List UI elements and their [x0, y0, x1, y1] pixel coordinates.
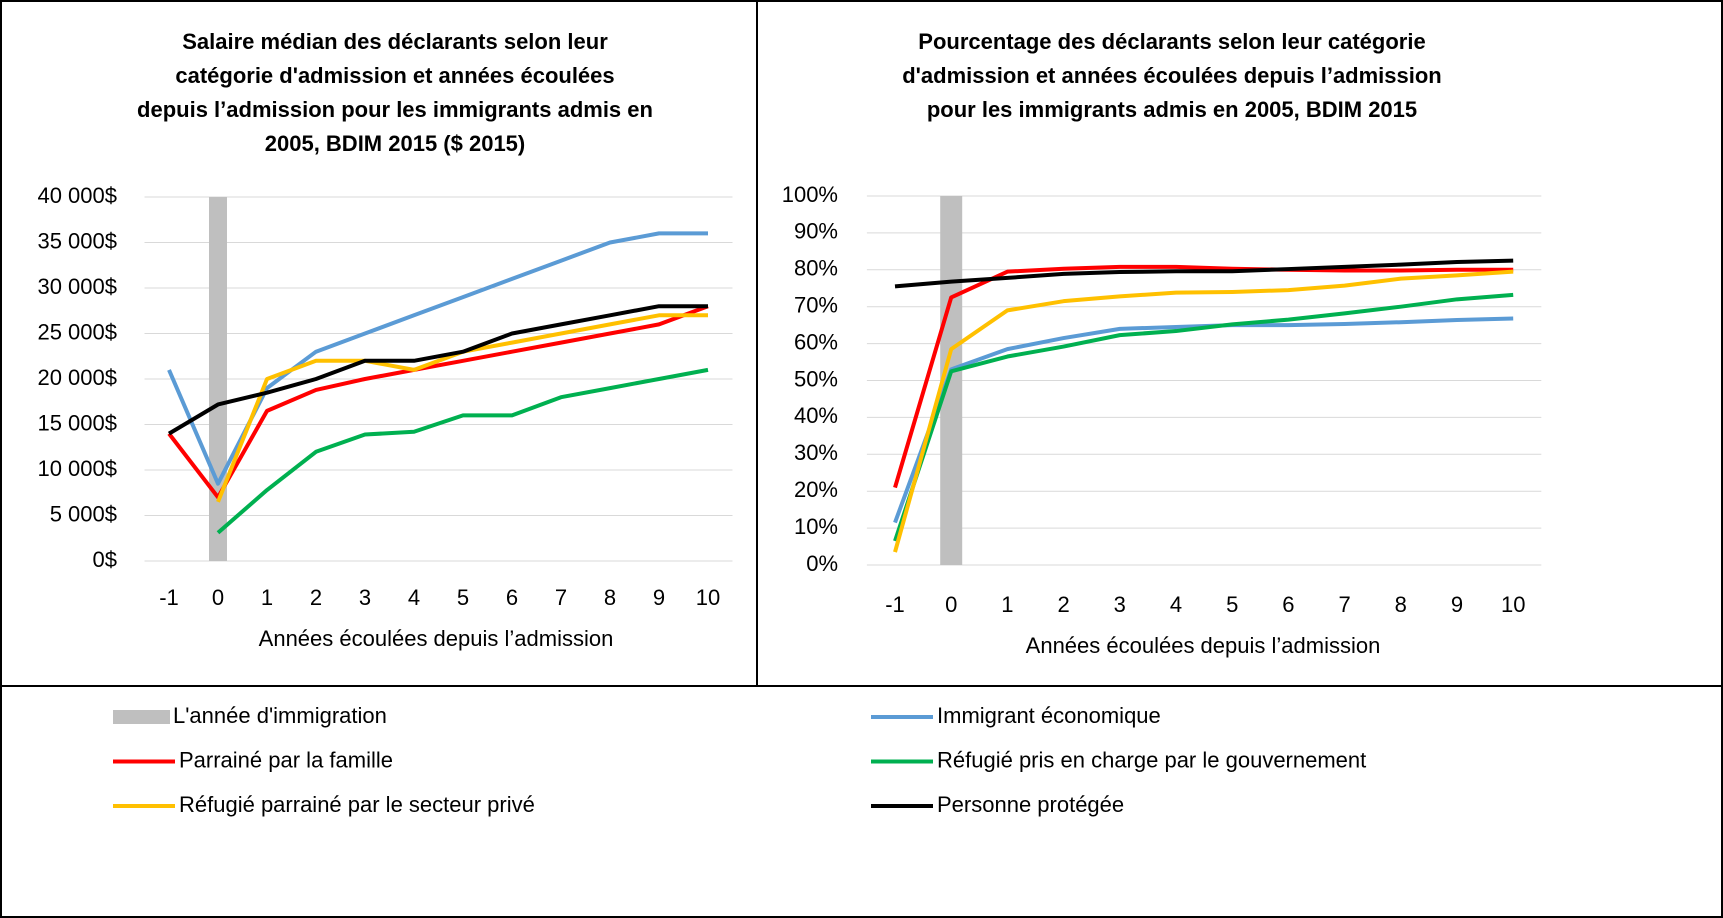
- y-tick-label: 10%: [794, 514, 838, 539]
- legend-label: Réfugié pris en charge par le gouverneme…: [937, 747, 1366, 772]
- chart-title: pour les immigrants admis en 2005, BDIM …: [927, 97, 1417, 122]
- x-tick-label: 7: [1338, 592, 1350, 617]
- series-line: [893, 316, 1514, 524]
- x-tick-label: 1: [261, 585, 273, 610]
- legend-label: Personne protégée: [937, 792, 1124, 817]
- x-tick-label: 4: [1170, 592, 1182, 617]
- x-tick-label: 3: [359, 585, 371, 610]
- x-tick-label: 6: [506, 585, 518, 610]
- x-tick-label: 10: [696, 585, 720, 610]
- x-tick-label: 9: [1451, 592, 1463, 617]
- series-line: [893, 269, 1514, 553]
- chart-title: Salaire médian des déclarants selon leur: [182, 29, 608, 54]
- y-tick-label: 100%: [782, 182, 838, 207]
- y-tick-label: 40 000$: [37, 183, 117, 208]
- x-tick-label: 9: [653, 585, 665, 610]
- chart-title: catégorie d'admission et années écoulées: [175, 63, 614, 88]
- x-tick-label: 7: [555, 585, 567, 610]
- series-line: [167, 304, 709, 500]
- legend-label: Immigrant économique: [937, 703, 1161, 728]
- series-line: [893, 292, 1514, 542]
- x-tick-label: 1: [1001, 592, 1013, 617]
- y-tick-label: 10 000$: [37, 456, 117, 481]
- series-line: [216, 313, 708, 503]
- x-tick-label: 0: [945, 592, 957, 617]
- series-line: [893, 264, 1514, 489]
- y-tick-label: 0$: [93, 547, 117, 572]
- x-tick-label: 2: [1057, 592, 1069, 617]
- highlight-band: [940, 196, 963, 565]
- y-tick-label: 35 000$: [37, 228, 117, 253]
- x-axis-label: Années écoulées depuis l’admission: [259, 626, 614, 651]
- y-tick-label: 60%: [794, 329, 838, 354]
- x-tick-label: 4: [408, 585, 420, 610]
- y-tick-label: 20%: [794, 477, 838, 502]
- y-tick-label: 20 000$: [37, 365, 117, 390]
- x-tick-label: 8: [1395, 592, 1407, 617]
- series-line: [894, 258, 1514, 289]
- x-tick-label: 0: [212, 585, 224, 610]
- highlight-band: [209, 197, 227, 561]
- y-tick-label: 80%: [794, 256, 838, 281]
- legend-swatch: [113, 710, 170, 724]
- y-tick-label: 90%: [794, 219, 838, 244]
- y-tick-label: 70%: [794, 293, 838, 318]
- x-axis-label: Années écoulées depuis l’admission: [1026, 633, 1381, 658]
- chart-title: depuis l’admission pour les immigrants a…: [137, 97, 653, 122]
- y-tick-label: 30%: [794, 440, 838, 465]
- x-tick-label: -1: [885, 592, 905, 617]
- chart-title: d'admission et années écoulées depuis l’…: [902, 63, 1442, 88]
- x-tick-label: 3: [1114, 592, 1126, 617]
- y-tick-label: 30 000$: [37, 274, 117, 299]
- legend-label: L'année d'immigration: [173, 703, 387, 728]
- x-tick-label: 5: [457, 585, 469, 610]
- y-tick-label: 0%: [806, 551, 838, 576]
- y-tick-label: 40%: [794, 403, 838, 428]
- y-tick-label: 25 000$: [37, 319, 117, 344]
- chart-title: Pourcentage des déclarants selon leur ca…: [918, 29, 1425, 54]
- x-tick-label: 5: [1226, 592, 1238, 617]
- x-tick-label: 10: [1501, 592, 1525, 617]
- x-tick-label: -1: [159, 585, 179, 610]
- x-tick-label: 8: [604, 585, 616, 610]
- x-tick-label: 2: [310, 585, 322, 610]
- y-tick-label: 50%: [794, 366, 838, 391]
- legend-label: Parrainé par la famille: [179, 747, 393, 772]
- chart-title: 2005, BDIM 2015 ($ 2015): [265, 131, 526, 156]
- x-tick-label: 6: [1282, 592, 1294, 617]
- series-line: [167, 231, 708, 486]
- y-tick-label: 15 000$: [37, 410, 117, 435]
- series-line: [216, 367, 709, 535]
- legend-label: Réfugié parrainé par le secteur privé: [179, 792, 535, 817]
- y-tick-label: 5 000$: [50, 501, 117, 526]
- series-line: [167, 304, 708, 436]
